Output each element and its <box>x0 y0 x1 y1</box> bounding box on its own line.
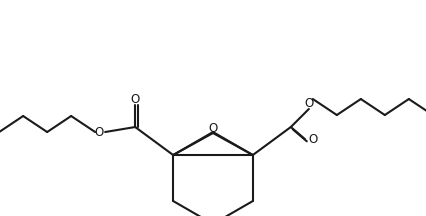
Text: O: O <box>130 92 139 106</box>
Text: O: O <box>208 122 217 135</box>
Text: O: O <box>94 125 104 138</box>
Text: O: O <box>308 133 317 146</box>
Text: O: O <box>303 97 313 110</box>
